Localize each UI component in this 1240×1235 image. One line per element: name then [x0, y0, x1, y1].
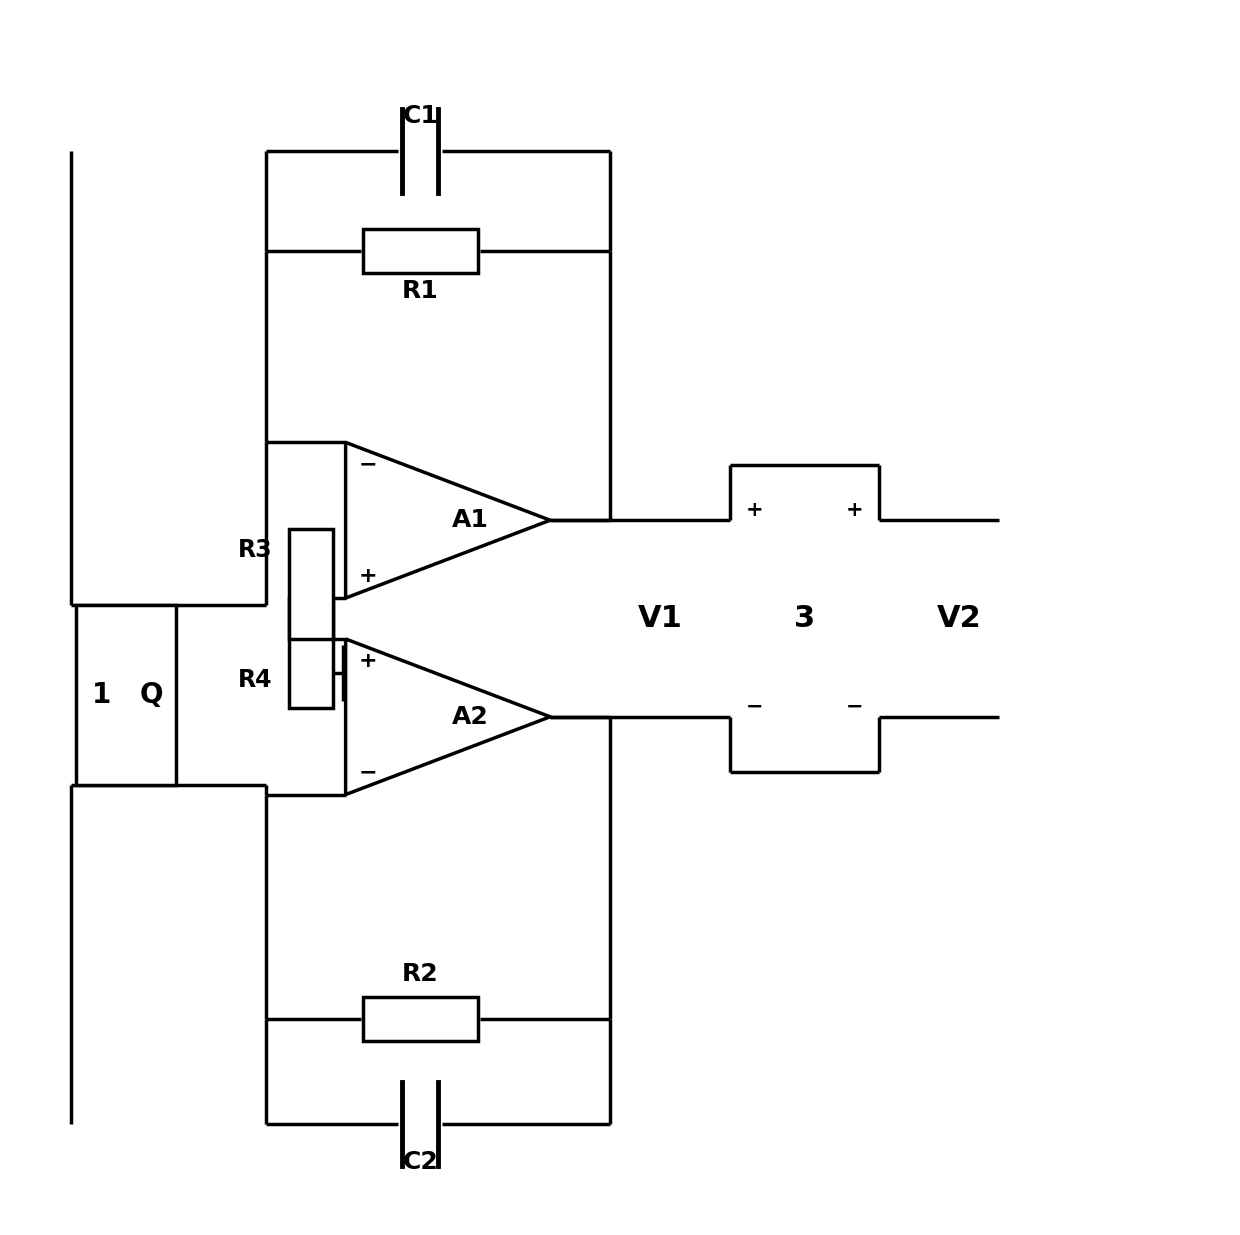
Text: Q: Q	[139, 680, 162, 709]
Text: V1: V1	[637, 604, 682, 634]
Text: −: −	[358, 454, 377, 474]
Text: −: −	[746, 697, 764, 716]
Text: A2: A2	[451, 705, 489, 729]
Bar	[362, 997, 479, 1041]
Text: R2: R2	[402, 962, 439, 987]
Text: +: +	[358, 566, 377, 587]
Text: +: +	[846, 500, 863, 520]
Text: A1: A1	[451, 509, 489, 532]
Text: R3: R3	[238, 538, 273, 562]
Text: C1: C1	[403, 104, 439, 128]
Bar	[362, 228, 479, 273]
Text: −: −	[358, 763, 377, 783]
Text: −: −	[846, 697, 863, 716]
Text: R1: R1	[402, 279, 439, 303]
Bar	[289, 530, 332, 638]
Text: 3: 3	[794, 604, 815, 634]
Text: C2: C2	[403, 1150, 438, 1173]
Text: 1: 1	[92, 680, 110, 709]
Text: +: +	[358, 651, 377, 671]
Bar	[76, 605, 176, 784]
Text: V2: V2	[937, 604, 982, 634]
Text: +: +	[746, 500, 764, 520]
Text: R4: R4	[238, 668, 273, 692]
Bar	[289, 598, 332, 708]
